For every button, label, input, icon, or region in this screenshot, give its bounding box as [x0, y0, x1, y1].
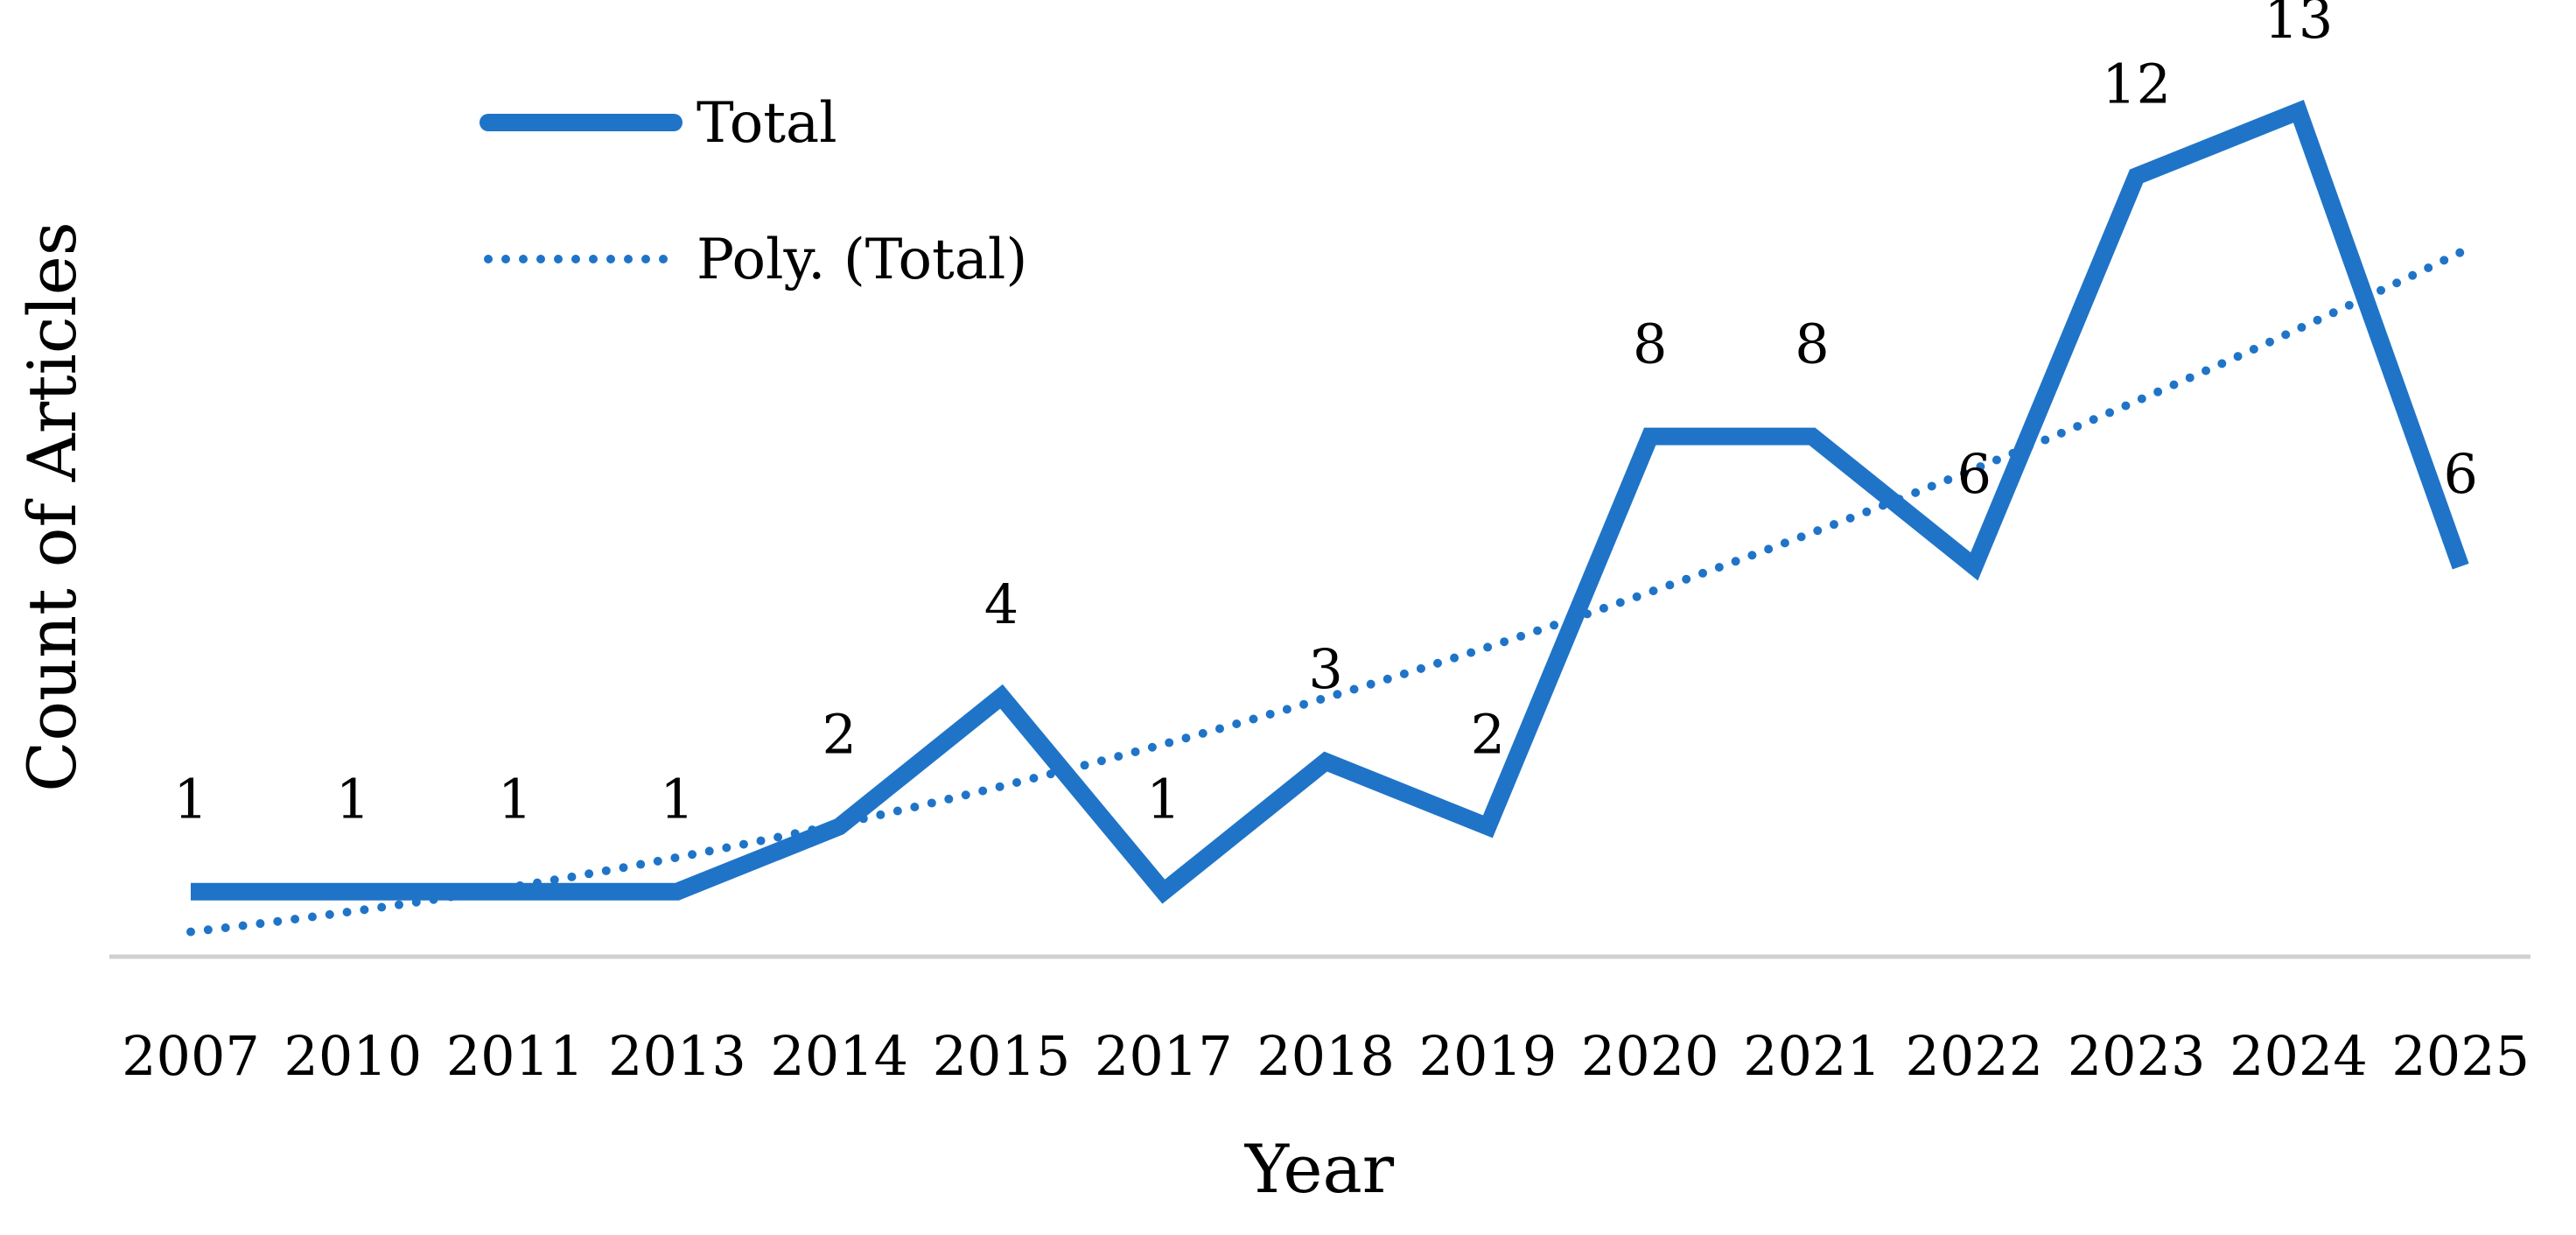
x-tick-label-2022: 2022 [1905, 1024, 2043, 1088]
legend: Total Poly. (Total) [480, 91, 1027, 292]
data-label-2018: 3 [1308, 637, 1342, 701]
trendline-poly-total [186, 248, 2466, 937]
x-tick-label-2023: 2023 [2068, 1024, 2206, 1088]
data-label-2014: 2 [822, 702, 856, 766]
data-label-2019: 2 [1471, 702, 1505, 766]
data-label-2024: 13 [2264, 0, 2333, 51]
x-tick-label-2014: 2014 [770, 1024, 908, 1088]
data-label-2025: 6 [2443, 442, 2477, 506]
data-label-2020: 8 [1633, 312, 1667, 376]
x-axis-tick-labels: 2007 2010 2011 2013 2014 2015 2017 2018 2019 2020… [122, 1024, 2530, 1088]
x-axis-title: Year [1244, 1130, 1395, 1208]
x-tick-label-2019: 2019 [1419, 1024, 1558, 1088]
x-tick-label-2007: 2007 [122, 1024, 260, 1088]
y-axis-title: Count of Articles [13, 221, 91, 791]
data-label-2023: 12 [2102, 52, 2171, 116]
data-label-2007: 1 [173, 768, 207, 832]
data-label-2022: 6 [1957, 442, 1992, 506]
data-label-2021: 8 [1795, 312, 1829, 376]
data-label-2013: 1 [660, 768, 694, 832]
data-label-2011: 1 [498, 768, 532, 832]
legend-label-poly-total: Poly. (Total) [696, 228, 1027, 292]
x-tick-label-2013: 2013 [608, 1024, 746, 1088]
legend-label-total: Total [696, 91, 837, 156]
x-tick-label-2011: 2011 [446, 1024, 584, 1088]
x-tick-label-2024: 2024 [2230, 1024, 2368, 1088]
x-tick-label-2010: 2010 [284, 1024, 422, 1088]
x-tick-label-2025: 2025 [2391, 1024, 2530, 1088]
x-tick-label-2021: 2021 [1743, 1024, 1881, 1088]
x-tick-label-2017: 2017 [1095, 1024, 1233, 1088]
data-label-2010: 1 [336, 768, 370, 832]
data-label-2015: 4 [984, 572, 1018, 636]
series-line-total [191, 99, 2469, 904]
x-tick-label-2020: 2020 [1581, 1024, 1719, 1088]
x-tick-label-2018: 2018 [1256, 1024, 1395, 1088]
x-tick-label-2015: 2015 [933, 1024, 1071, 1088]
data-label-2017: 1 [1146, 768, 1180, 832]
